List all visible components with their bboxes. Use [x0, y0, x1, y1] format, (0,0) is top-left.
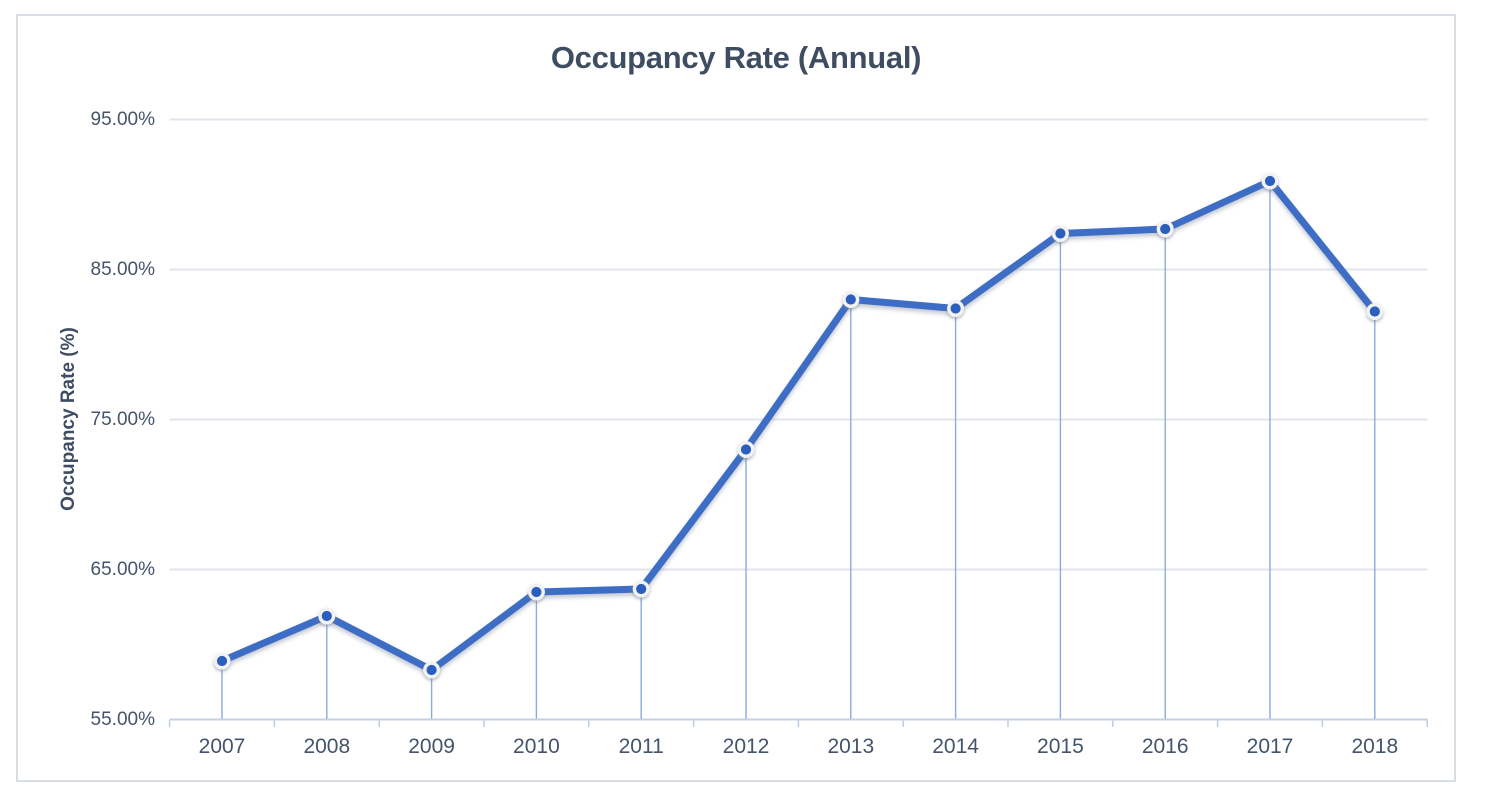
x-category-label-2016: 2016	[1141, 735, 1189, 758]
x-category-label-2007: 2007	[198, 735, 246, 758]
data-point-2018	[1366, 303, 1384, 321]
data-point-2010	[527, 583, 545, 601]
data-point-2014	[947, 300, 965, 318]
y-tick-label-75: 75.00%	[90, 408, 155, 430]
series-line	[218, 177, 1379, 674]
data-point-2013	[842, 291, 860, 309]
x-category-label-2014: 2014	[932, 735, 979, 758]
data-point-2008	[318, 607, 336, 625]
x-category-label-2011: 2011	[618, 735, 664, 758]
x-category-label-2013: 2013	[827, 735, 875, 758]
data-point-2012	[737, 441, 755, 459]
data-point-2015	[1051, 224, 1069, 242]
y-tick-label-95: 95.00%	[90, 108, 155, 130]
x-category-label-2010: 2010	[513, 735, 560, 758]
x-category-label-2015: 2015	[1037, 735, 1084, 758]
data-point-2017	[1261, 172, 1279, 190]
y-tick-label-85: 85.00%	[90, 258, 155, 280]
data-point-2007	[213, 652, 231, 670]
data-point-2016	[1156, 220, 1174, 238]
x-category-label-2012: 2012	[722, 735, 770, 758]
y-tick-label-65: 65.00%	[90, 558, 155, 580]
y-tick-label-55: 55.00%	[90, 708, 155, 730]
x-category-label-2018: 2018	[1351, 735, 1399, 758]
chart-frame	[16, 14, 1456, 782]
x-category-label-2008: 2008	[303, 735, 351, 758]
data-point-2009	[423, 661, 441, 679]
chart-title: Occupancy Rate (Annual)	[550, 40, 922, 75]
data-point-2011	[632, 580, 650, 598]
x-category-label-2017: 2017	[1246, 735, 1294, 758]
x-category-label-2009: 2009	[408, 735, 455, 758]
